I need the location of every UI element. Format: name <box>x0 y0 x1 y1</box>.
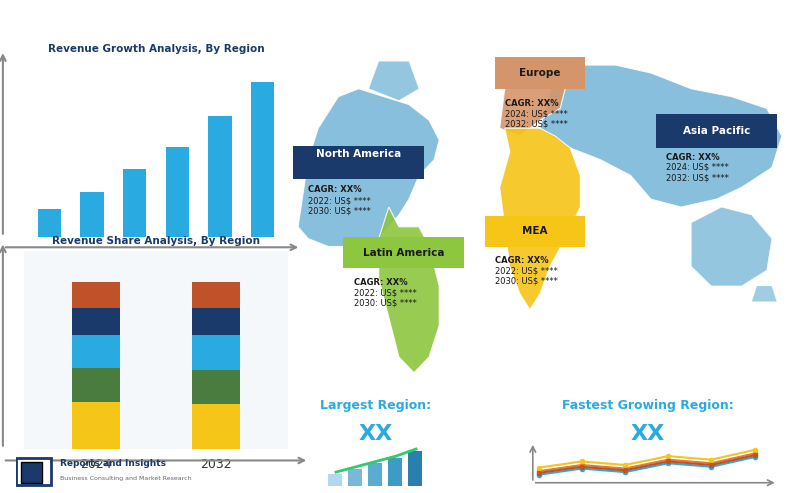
Text: 2030: US$ ****: 2030: US$ **** <box>354 299 416 308</box>
Bar <box>123 169 146 237</box>
Bar <box>166 147 189 237</box>
Bar <box>72 335 120 368</box>
FancyBboxPatch shape <box>293 146 424 179</box>
Bar <box>388 458 402 486</box>
Bar <box>72 368 120 402</box>
Text: 2032: US$ ****: 2032: US$ **** <box>505 119 567 129</box>
Text: 2032: US$ ****: 2032: US$ **** <box>666 173 729 182</box>
Bar <box>192 370 240 403</box>
Bar <box>72 282 120 308</box>
Bar <box>408 451 422 486</box>
Text: 2022: US$ ****: 2022: US$ **** <box>494 266 558 275</box>
FancyBboxPatch shape <box>16 458 51 485</box>
Title: Revenue Share Analysis, By Region: Revenue Share Analysis, By Region <box>52 237 260 246</box>
Text: XX: XX <box>359 424 393 444</box>
Text: 2022: US$ ****: 2022: US$ **** <box>354 288 416 297</box>
Text: Fastest Growing Region:: Fastest Growing Region: <box>562 399 734 412</box>
Bar <box>81 192 104 237</box>
Polygon shape <box>752 286 777 302</box>
Bar <box>208 116 231 237</box>
Text: 2024: US$ ****: 2024: US$ **** <box>666 163 729 172</box>
Bar <box>328 474 342 486</box>
Text: Business Consulting and Market Research: Business Consulting and Market Research <box>60 476 192 481</box>
Text: Asia Pacific: Asia Pacific <box>682 126 750 136</box>
Polygon shape <box>369 61 419 101</box>
Text: GLOBAL MAGNETORHEOLOGICAL (MR) DAMPERS MARKET REGIONAL LEVEL ANALYSIS: GLOBAL MAGNETORHEOLOGICAL (MR) DAMPERS M… <box>10 19 646 33</box>
Bar <box>72 308 120 335</box>
Bar <box>192 335 240 370</box>
FancyBboxPatch shape <box>494 57 586 89</box>
Bar <box>368 463 382 486</box>
FancyBboxPatch shape <box>485 216 586 246</box>
Bar <box>250 82 274 237</box>
FancyBboxPatch shape <box>343 238 464 268</box>
Polygon shape <box>540 65 782 207</box>
Text: 2022: US$ ****: 2022: US$ **** <box>308 196 371 205</box>
Polygon shape <box>500 69 565 136</box>
Bar <box>192 308 240 335</box>
Polygon shape <box>378 207 439 373</box>
Text: XX: XX <box>631 424 665 444</box>
Text: Latin America: Latin America <box>363 248 445 258</box>
Text: Reports and Insights: Reports and Insights <box>60 459 166 468</box>
Text: CAGR: XX%: CAGR: XX% <box>666 153 720 162</box>
Text: 2030: US$ ****: 2030: US$ **** <box>308 206 371 215</box>
Polygon shape <box>691 207 772 286</box>
Text: Largest Region:: Largest Region: <box>321 399 431 412</box>
Text: North America: North America <box>316 149 401 159</box>
Polygon shape <box>500 128 580 310</box>
Text: CAGR: XX%: CAGR: XX% <box>308 185 362 194</box>
FancyBboxPatch shape <box>656 114 777 148</box>
Bar <box>38 209 62 237</box>
Bar <box>72 402 120 449</box>
Text: 2024: US$ ****: 2024: US$ **** <box>505 109 567 118</box>
Text: CAGR: XX%: CAGR: XX% <box>354 278 407 287</box>
Text: 2030: US$ ****: 2030: US$ **** <box>494 277 558 285</box>
Title: Revenue Growth Analysis, By Region: Revenue Growth Analysis, By Region <box>48 44 264 54</box>
Text: CAGR: XX%: CAGR: XX% <box>505 99 558 107</box>
FancyBboxPatch shape <box>22 461 42 483</box>
Bar <box>192 403 240 449</box>
Bar <box>348 468 362 486</box>
Bar <box>192 282 240 308</box>
Text: CAGR: XX%: CAGR: XX% <box>494 256 548 265</box>
Text: MEA: MEA <box>522 226 548 236</box>
Text: Europe: Europe <box>519 68 561 78</box>
Polygon shape <box>298 89 439 246</box>
